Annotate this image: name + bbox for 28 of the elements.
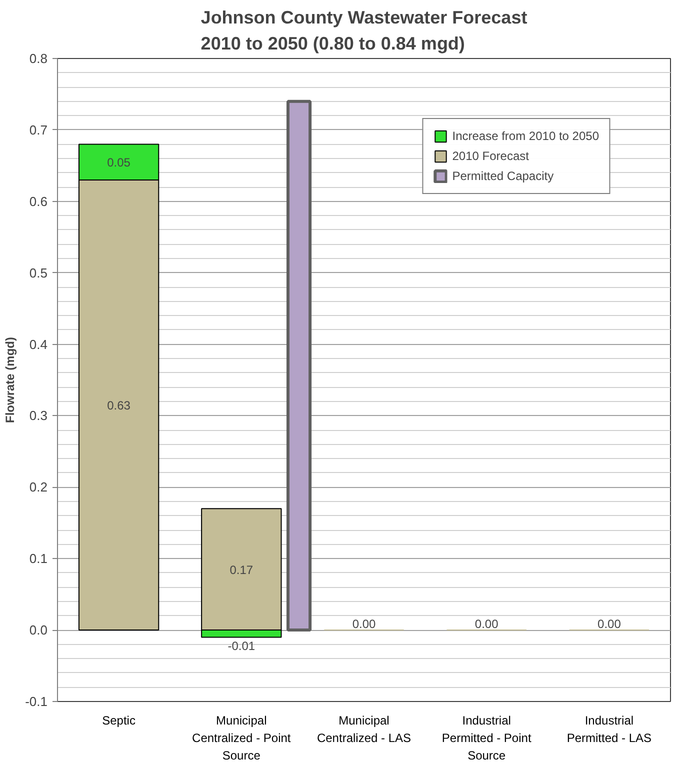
legend-label: Permitted Capacity (452, 169, 554, 183)
y-tick-label: 0.6 (29, 194, 48, 209)
legend-label: Increase from 2010 to 2050 (452, 129, 599, 143)
bar (286, 100, 312, 632)
y-tick-label: 0.8 (29, 51, 48, 66)
y-axis-title: Flowrate (mgd) (3, 336, 18, 423)
y-tick-label: 0.7 (29, 122, 48, 138)
y-tick-label: 0.0 (29, 622, 48, 638)
y-tick-label: 0.2 (29, 480, 48, 495)
chart-title: Johnson County Wastewater Forecast 2010 to 2050 (0.80 to 0.84 mgd) (200, 8, 528, 54)
x-tick-label: Industrial Permitted - Point Source (442, 714, 532, 762)
data-label: 0.00 (474, 616, 499, 631)
legend-label: 2010 Forecast (452, 149, 529, 163)
y-tick-label: 0.1 (29, 551, 48, 566)
x-tick-label: Municipal Centralized - Point Source (192, 714, 292, 762)
data-label: 0.63 (107, 398, 131, 413)
data-label: 0.17 (230, 562, 254, 577)
data-label: -0.01 (228, 638, 256, 653)
data-label: 0.00 (598, 616, 622, 631)
x-tick-label: Industrial Permitted - LAS (566, 714, 652, 745)
y-tick-label: 0.4 (29, 336, 48, 352)
y-tick-label: 0.5 (29, 265, 48, 280)
x-tick-label: Septic (102, 714, 136, 728)
y-tick-label: 0.3 (29, 408, 48, 424)
data-label: 0.05 (107, 156, 131, 170)
y-tick-label: -0.1 (25, 694, 48, 709)
x-tick-label: Municipal Centralized - LAS (316, 714, 412, 745)
data-label: 0.00 (352, 616, 376, 631)
